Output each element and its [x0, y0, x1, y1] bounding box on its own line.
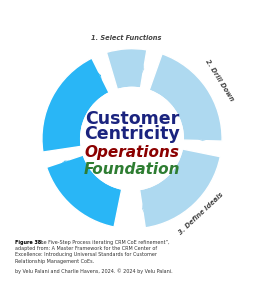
- Text: Figure 38.: Figure 38.: [15, 240, 43, 244]
- Text: by Velu Palani and Charlie Havens, 2024. © 2024 by Velu Palani.: by Velu Palani and Charlie Havens, 2024.…: [15, 268, 173, 274]
- Text: 5. Validate and Iterate: 5. Validate and Iterate: [17, 54, 67, 128]
- Wedge shape: [149, 54, 222, 141]
- Text: Operations: Operations: [84, 145, 180, 160]
- Text: Customer: Customer: [85, 110, 179, 128]
- Text: Centricity: Centricity: [84, 125, 180, 143]
- Text: “The Five-Step Process iterating CRM CoE refinement”,: “The Five-Step Process iterating CRM CoE…: [35, 240, 169, 244]
- Text: 2. Drill Down: 2. Drill Down: [204, 58, 235, 102]
- Wedge shape: [46, 155, 122, 227]
- Wedge shape: [42, 58, 109, 152]
- Text: 4. Execute Improvement: 4. Execute Improvement: [29, 181, 99, 248]
- Text: 1. Select Functions: 1. Select Functions: [91, 35, 162, 41]
- Wedge shape: [140, 149, 220, 228]
- Text: Excellence: Introducing Universal Standards for Customer: Excellence: Introducing Universal Standa…: [15, 252, 157, 257]
- Text: 3. Define Ideals: 3. Define Ideals: [178, 191, 225, 235]
- Text: Relationship Management CoEs.: Relationship Management CoEs.: [15, 259, 94, 263]
- Text: Foundation: Foundation: [84, 162, 180, 177]
- Text: adapted from: A Master Framework for the CRM Center of: adapted from: A Master Framework for the…: [15, 246, 157, 251]
- Wedge shape: [106, 49, 147, 89]
- Circle shape: [81, 87, 183, 190]
